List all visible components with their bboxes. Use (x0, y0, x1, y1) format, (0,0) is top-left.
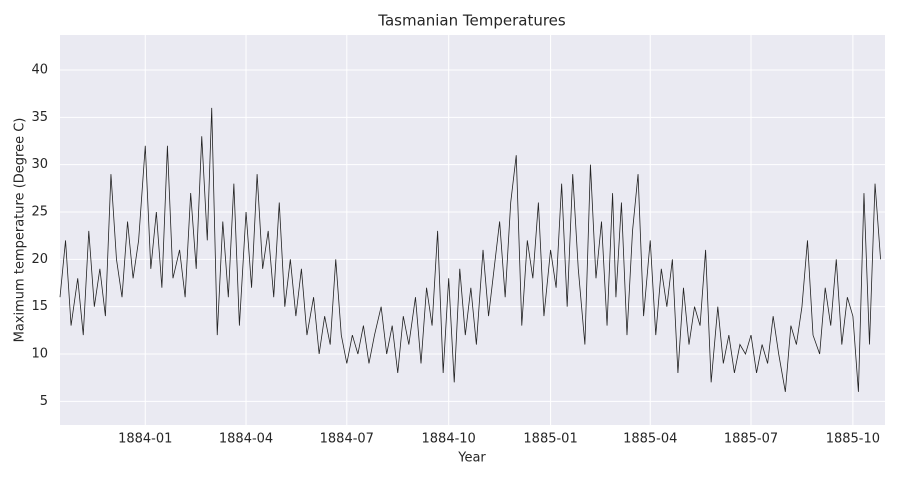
x-tick-label: 1884-04 (219, 432, 273, 447)
y-tick-label: 20 (31, 252, 48, 267)
x-tick-label: 1884-01 (118, 432, 172, 447)
y-tick-label: 40 (31, 63, 48, 78)
x-axis-label: Year (457, 451, 486, 466)
y-tick-label: 10 (31, 347, 48, 362)
y-tick-label: 25 (31, 205, 48, 220)
series-line (59, 107, 881, 392)
y-tick-label: 5 (40, 394, 48, 409)
x-tick-label: 1884-10 (422, 432, 476, 447)
chart-title: Tasmanian Temperatures (377, 12, 566, 30)
x-tick-label: 1885-04 (623, 432, 677, 447)
x-tick-label: 1885-01 (523, 432, 577, 447)
y-tick-label: 15 (31, 299, 48, 314)
plot-area (60, 35, 885, 425)
x-tick-label: 1884-07 (320, 432, 374, 447)
y-tick-label: 35 (31, 110, 48, 125)
y-axis-label: Maximum temperature (Degree C) (13, 118, 28, 343)
y-tick-label: 30 (31, 157, 48, 172)
x-tick-label: 1885-10 (826, 432, 880, 447)
x-tick-label: 1885-07 (724, 432, 778, 447)
